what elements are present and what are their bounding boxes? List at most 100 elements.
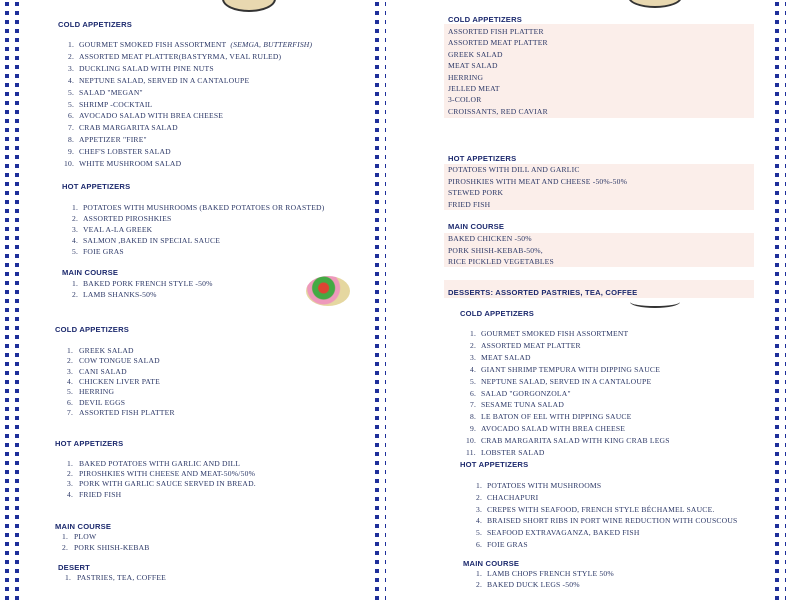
section-title: DESERT <box>58 563 91 572</box>
item-number: 2. <box>72 290 79 299</box>
item-number: 9. <box>470 424 477 434</box>
item-number: 5. <box>72 247 79 256</box>
section-title: DESSERTS: ASSORTED PASTRIES, TEA, COFFEE <box>448 288 638 297</box>
highlight <box>444 233 754 267</box>
highlight <box>444 24 754 118</box>
section-title: COLD APPETIZERS <box>55 325 130 334</box>
item-number: 6. <box>68 111 75 121</box>
menu-item: LE BATON OF EEL WITH DIPPING SAUCE <box>481 412 632 422</box>
section-title: MAIN COURSE <box>448 222 505 231</box>
item-number: 2. <box>62 542 69 552</box>
menu-item: COW TONGUE SALAD <box>79 356 160 366</box>
menu-item: PORK SHISH-KEBAB-50%, <box>448 245 543 255</box>
menu-item: HERRING <box>79 387 115 397</box>
salad-image <box>306 276 350 306</box>
menu-item: POTATOES WITH MUSHROOMS <box>487 481 602 490</box>
menu-item: POTATOES WITH MUSHROOMS (BAKED POTATOES … <box>83 203 325 212</box>
item-number: 4. <box>67 376 74 386</box>
menu-item: PLOW <box>74 532 97 541</box>
menu-item: LAMB SHANKS-50% <box>83 290 157 299</box>
item-number: 2. <box>470 340 477 350</box>
menu-item: ASSORTED MEAT PLATTER <box>481 340 581 350</box>
menu-item: CRAB MARGARITA SALAD <box>79 123 178 133</box>
menu-item: GIANT SHRIMP TEMPURA WITH DIPPING SAUCE <box>481 364 661 374</box>
menu-item: APPETIZER "FIRE" <box>79 135 147 145</box>
menu-item: JELLED MEAT <box>448 84 500 93</box>
menu-item: 3-COLOR <box>448 95 482 105</box>
menu-item: HERRING <box>448 72 484 82</box>
item-number: 8. <box>470 412 477 422</box>
section-title: COLD APPETIZERS <box>58 20 133 29</box>
item-number: 6. <box>476 540 483 549</box>
menu-item: AVOCADO SALAD WITH BREA CHEESE <box>481 424 626 434</box>
item-number: 2. <box>67 469 74 479</box>
item-number: 4. <box>476 516 483 526</box>
border <box>2 0 22 600</box>
item-number: 1. <box>67 346 74 355</box>
item-number: 2. <box>67 356 74 366</box>
menu-item: FOIE GRAS <box>83 247 124 256</box>
menu-item: GREEK SALAD <box>79 346 134 355</box>
menu-item: CHICKEN LIVER PATE <box>79 376 160 386</box>
item-number: 7. <box>68 123 75 133</box>
menu-item: MEAT SALAD <box>481 352 531 362</box>
item-number: 3. <box>68 63 75 73</box>
menu-item: SESAME TUNA SALAD <box>481 400 565 410</box>
item-number: 7. <box>67 407 74 417</box>
item-number: 2. <box>68 51 75 61</box>
item-number: 2. <box>476 580 483 589</box>
menu-item: CRAB MARGARITA SALAD WITH KING CRAB LEGS <box>481 436 670 446</box>
menu-item: FRIED FISH <box>79 489 122 499</box>
item-number: 2. <box>476 492 483 502</box>
menu-item: ASSORTED MEAT PLATTER(BASTYRMA, VEAL RUL… <box>79 51 282 61</box>
item-number: 3. <box>67 479 74 489</box>
item-number: 3. <box>67 366 74 376</box>
menu-item: BRAISED SHORT RIBS IN PORT WINE REDUCTIO… <box>487 516 738 526</box>
item-number: 1. <box>68 40 75 49</box>
item-number: 1. <box>65 573 72 582</box>
menu-item: ASSORTED MEAT PLATTER <box>448 38 548 48</box>
item-number: 5. <box>470 376 477 386</box>
section-title: HOT APPETIZERS <box>448 154 517 163</box>
border <box>372 0 386 600</box>
section-title: COLD APPETIZERS <box>448 15 523 24</box>
item-number: 4. <box>72 236 79 245</box>
menu-item: STEWED PORK <box>448 188 504 198</box>
highlight <box>444 280 754 298</box>
item-number: 5. <box>68 87 75 97</box>
menu-item: DEVIL EGGS <box>79 397 126 407</box>
menu-item: SALAD "GORGONZOLA" <box>481 388 571 398</box>
item-text: GOURMET SMOKED FISH ASSORTMENT <box>79 40 227 49</box>
menu-item: ASSORTED PIROSHKIES <box>83 214 172 223</box>
item-number: 6. <box>470 388 477 398</box>
menu-item: BAKED PORK FRENCH STYLE -50% <box>83 279 213 288</box>
menu-item: FOIE GRAS <box>487 540 528 549</box>
item-number: 1. <box>67 459 74 468</box>
item-number: 8. <box>68 135 75 145</box>
item-number: 1. <box>470 329 477 338</box>
menu-item: CHEF'S LOBSTER SALAD <box>79 147 171 157</box>
section-title: MAIN COURSE <box>55 522 112 531</box>
menu-item: SHRIMP -COCKTAIL <box>79 99 153 109</box>
item-number: 9. <box>68 147 75 157</box>
item-number: 5. <box>67 387 74 397</box>
border <box>772 0 786 600</box>
menu-item: BAKED CHICKEN -50% <box>448 234 532 243</box>
menu-item: SEAFOOD EXTRAVAGANZA, BAKED FISH <box>487 528 640 538</box>
item-number: 5. <box>68 99 75 109</box>
menu-item: LAMB CHOPS FRENCH STYLE 50% <box>487 569 614 578</box>
menu-item: RICE PICKLED VEGETABLES <box>448 257 554 266</box>
menu-item: MEAT SALAD <box>448 61 498 71</box>
item-number: 3. <box>476 504 483 514</box>
item-number: 1. <box>62 532 69 541</box>
menu-item: SALMON ,BAKED IN SPECIAL SAUCE <box>83 236 221 245</box>
menu-item: CREPES WITH SEAFOOD, FRENCH STYLE BÉCHAM… <box>487 504 715 514</box>
item-note: (SEMGA, BUTTERFISH) <box>230 40 313 49</box>
menu-item: SALAD "MEGAN" <box>79 87 143 97</box>
item-number: 7. <box>470 400 477 410</box>
plate-image <box>222 0 276 12</box>
menu-item: AVOCADO SALAD WITH BREA CHEESE <box>79 111 224 121</box>
item-number: 6. <box>67 397 74 407</box>
item-number: 1. <box>72 279 79 288</box>
